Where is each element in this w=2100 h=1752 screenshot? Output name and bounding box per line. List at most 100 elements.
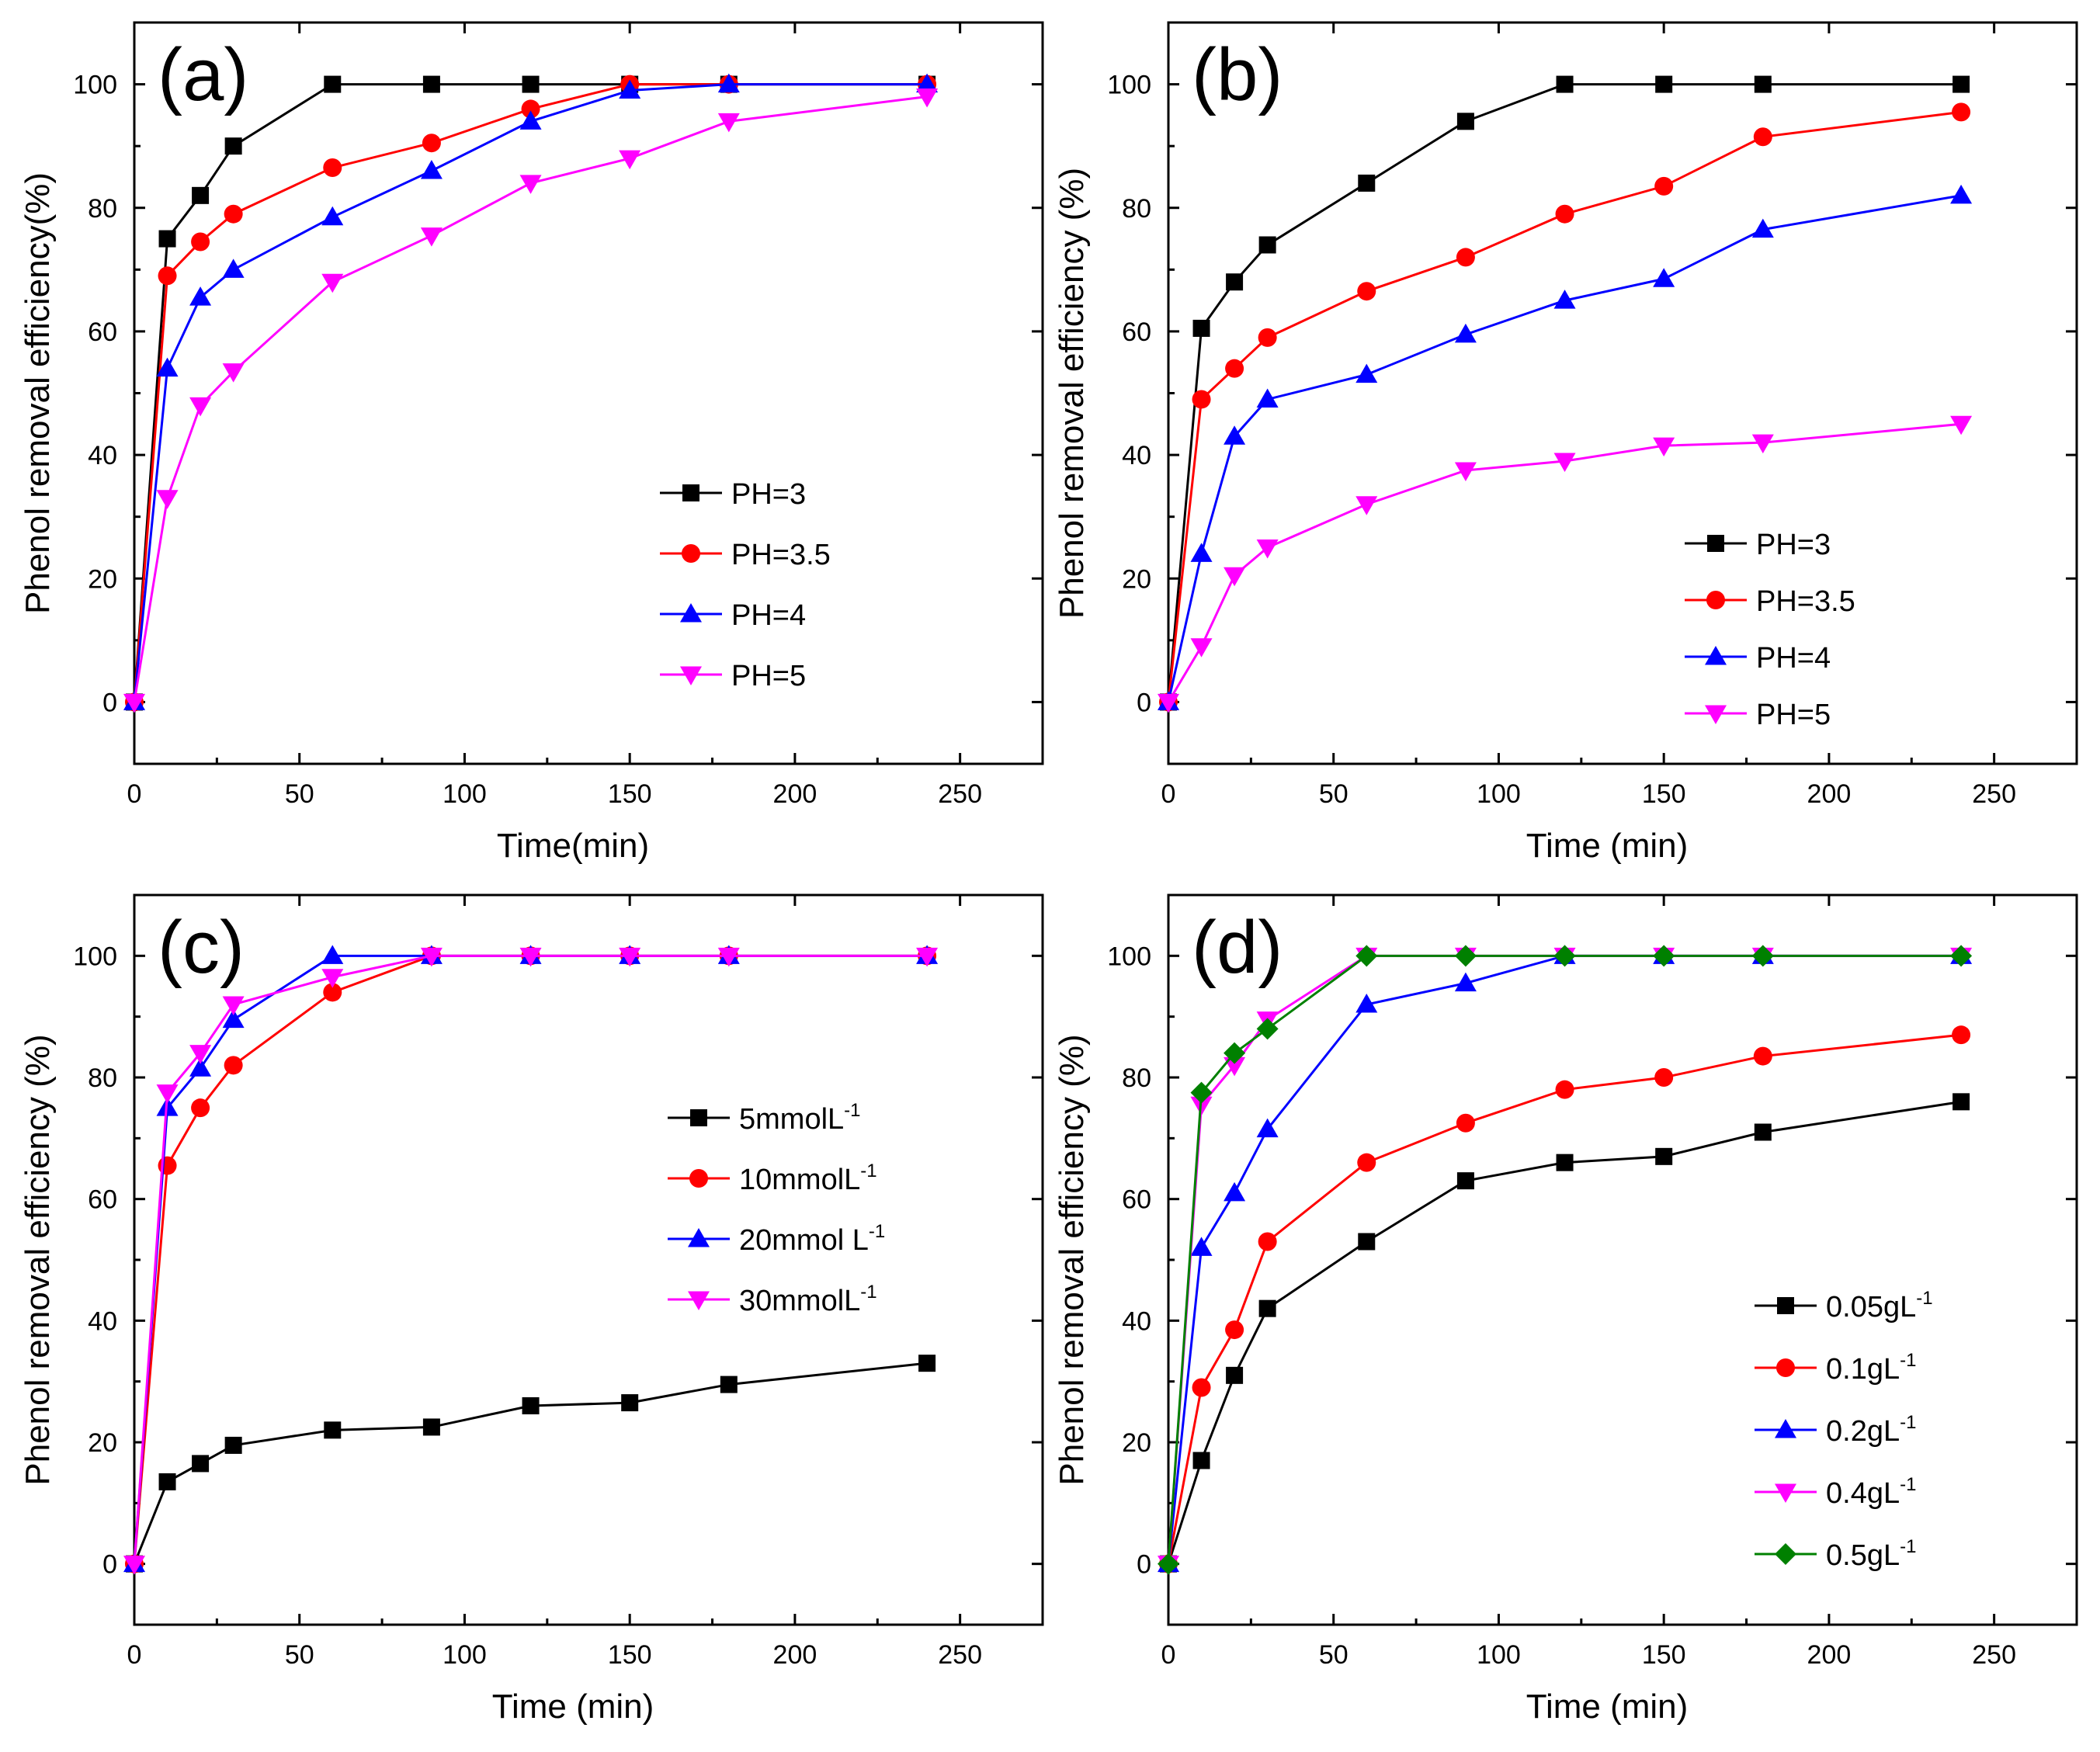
data-point [1454, 972, 1477, 992]
y-tick-label: 80 [1122, 1063, 1151, 1093]
y-tick-label: 20 [88, 564, 117, 594]
legend-label-text: PH=4 [1756, 642, 1831, 675]
legend-label-text: PH=3 [1756, 529, 1831, 561]
y-tick-label: 0 [102, 1550, 117, 1580]
x-tick-label: 50 [285, 779, 314, 809]
legend-marker [1776, 1358, 1795, 1377]
data-point [1952, 1093, 1970, 1111]
data-point [717, 73, 740, 93]
x-tick-label: 0 [1161, 1640, 1176, 1670]
legend-label-text: 30mmolL [739, 1285, 860, 1317]
x-axis-title: Time(min) [497, 827, 649, 865]
legend-label: 0.05gL-1 [1826, 1288, 1933, 1324]
data-point [321, 273, 344, 293]
chart-panel-a: 0 50 100 150 200 250 0 20 40 60 80 100 Time(min) Phen… [19, 21, 1044, 865]
legend-label: PH=4 [731, 599, 806, 632]
x-tick-label: 100 [1477, 1640, 1521, 1670]
data-point [1225, 359, 1244, 378]
panel-label: (d) [1192, 906, 1283, 989]
data-point [1226, 1366, 1244, 1384]
data-point [324, 1421, 342, 1439]
y-tick-label: 100 [1107, 71, 1151, 100]
legend-label-superscript: -1 [844, 1100, 860, 1121]
y-tick-label: 80 [88, 1063, 117, 1093]
data-point [1192, 1378, 1211, 1397]
legend-marker [1775, 1419, 1796, 1438]
data-point [158, 1473, 176, 1490]
data-point [1751, 945, 1774, 967]
legend-label-text: PH=3.5 [731, 539, 831, 571]
legend-label: 0.4gL-1 [1826, 1474, 1916, 1510]
legend-label-text: PH=4 [731, 599, 806, 632]
x-tick-label: 150 [1642, 779, 1686, 809]
x-tick-label: 0 [127, 1640, 142, 1670]
legend-marker [1707, 535, 1724, 552]
legend: 0.05gL-1 0.1gL -1 0.2gL-1 0.4gL-1 0.5gL-1 [1755, 1288, 1933, 1572]
data-point [1190, 1081, 1213, 1104]
data-point [420, 160, 443, 179]
series-PH=5 [123, 88, 939, 713]
legend-marker [1775, 1543, 1796, 1565]
legend-label: 0.2gL-1 [1826, 1412, 1916, 1448]
legend-label-superscript: -1 [1900, 1474, 1916, 1495]
legend-label-text: 0.1gL [1826, 1353, 1900, 1386]
legend-label: PH=3.5 [1756, 585, 1855, 618]
legend-marker [682, 544, 700, 563]
series-line [1167, 954, 1962, 1564]
data-point [420, 947, 443, 967]
data-point [1950, 415, 1973, 435]
legend-marker [690, 1109, 707, 1126]
data-point [1358, 1233, 1376, 1251]
data-point [1653, 945, 1675, 967]
legend-label-text: PH=3 [731, 478, 806, 511]
data-point [1454, 323, 1477, 343]
y-tick-label: 40 [88, 441, 117, 470]
x-tick-label: 50 [285, 1640, 314, 1670]
series-line [1167, 422, 1962, 703]
data-point [156, 490, 179, 509]
data-point [1655, 75, 1673, 93]
data-point [916, 88, 939, 108]
legend-label-text: 0.05gL [1826, 1291, 1916, 1324]
legend-marker [1706, 591, 1725, 609]
data-point [1456, 1172, 1474, 1190]
series-line [1167, 110, 1962, 703]
data-point [1256, 1118, 1279, 1138]
data-point [1258, 1299, 1276, 1317]
data-point [222, 363, 245, 383]
data-point [1355, 994, 1378, 1013]
data-point [1224, 567, 1246, 587]
legend-label: 0.5gL-1 [1826, 1536, 1916, 1572]
legend-label: PH=3.5 [731, 539, 831, 571]
data-point [621, 1394, 639, 1412]
x-tick-label: 200 [1807, 779, 1852, 809]
data-point [224, 204, 243, 224]
x-tick-label: 150 [608, 779, 652, 809]
data-point [123, 693, 145, 713]
data-point [1258, 328, 1277, 347]
legend-label-superscript: -1 [860, 1160, 876, 1181]
series-PH=4 [123, 73, 939, 710]
x-tick-label: 0 [1161, 779, 1176, 809]
y-tick-label: 0 [1137, 1550, 1151, 1580]
y-tick-label: 40 [1122, 441, 1151, 470]
y-tick-label: 100 [1107, 942, 1151, 971]
data-point [720, 1376, 738, 1393]
panel-label: (a) [158, 33, 248, 116]
data-point [522, 75, 540, 93]
x-tick-label: 100 [443, 779, 487, 809]
data-point [1224, 1056, 1246, 1077]
legend-label: 30mmolL-1 [739, 1282, 877, 1317]
series-0.5gL [1158, 945, 1973, 1575]
data-point [522, 1397, 540, 1414]
x-tick-label: 0 [127, 779, 142, 809]
data-point [1654, 176, 1674, 196]
x-tick-label: 200 [773, 1640, 817, 1670]
data-point [1158, 1553, 1179, 1575]
data-point [192, 186, 210, 204]
data-point [519, 947, 542, 967]
x-tick-label: 50 [1319, 1640, 1349, 1670]
x-tick-label: 250 [1972, 779, 2016, 809]
